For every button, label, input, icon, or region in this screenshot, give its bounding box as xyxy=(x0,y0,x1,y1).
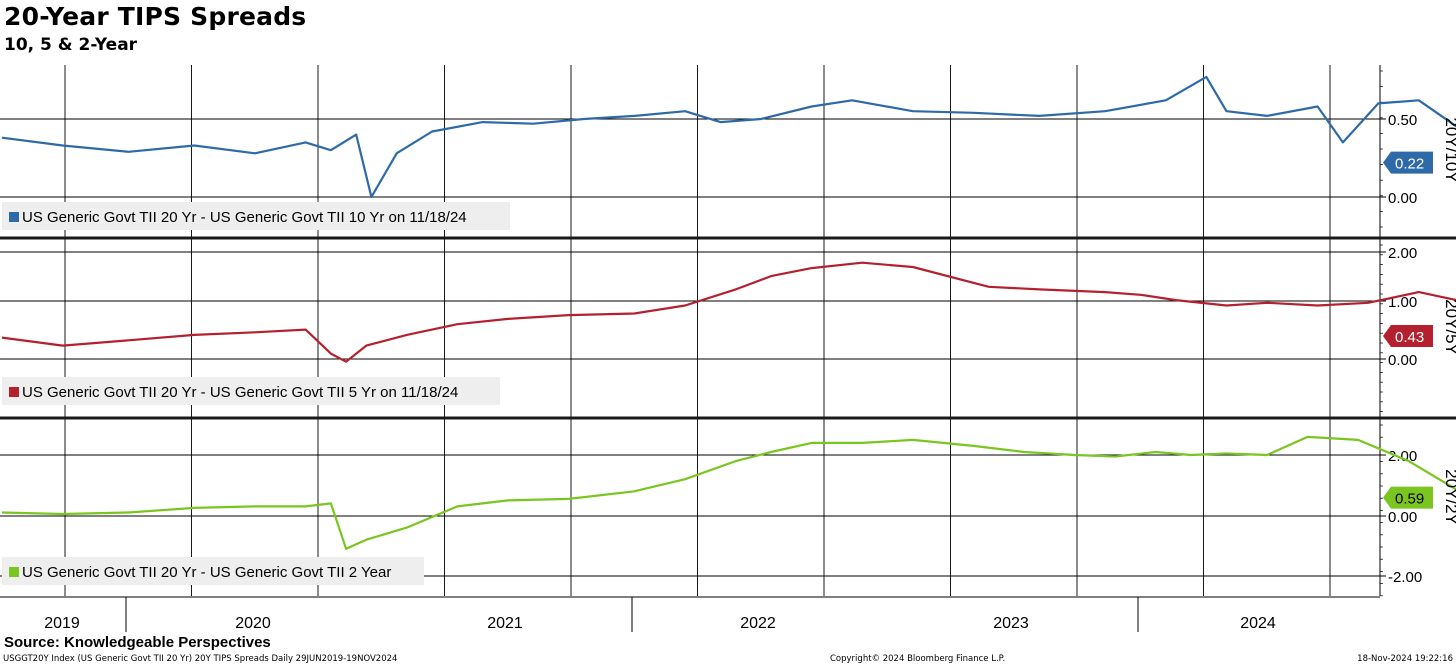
chart-title: 20-Year TIPS Spreads xyxy=(4,2,307,31)
last-value-flag xyxy=(1383,324,1433,347)
y-tick-label: 1.00 xyxy=(1388,294,1417,311)
x-tick-label: 2023 xyxy=(993,615,1029,632)
footer-copyright: Copyright© 2024 Bloomberg Finance L.P. xyxy=(830,654,1006,664)
x-tick-label: 2021 xyxy=(487,615,523,632)
footer-timestamp: 18-Nov-2024 19:22:16 xyxy=(1357,654,1453,664)
source-note: Source: Knowledgeable Perspectives xyxy=(4,634,271,651)
legend-swatch xyxy=(9,212,19,222)
panel-side-label: 20Y/2Y xyxy=(1442,469,1456,525)
legend-box xyxy=(2,202,510,230)
panel-separator xyxy=(0,236,1456,240)
y-tick-label: 0.00 xyxy=(1388,352,1417,369)
legend-swatch xyxy=(9,567,19,577)
legend-label: US Generic Govt TII 20 Yr - US Generic G… xyxy=(22,209,467,226)
last-value-label: 0.59 xyxy=(1395,491,1424,508)
y-tick-label: 0.00 xyxy=(1388,190,1417,207)
legend-box xyxy=(2,377,500,405)
legend-box xyxy=(2,557,424,585)
legend-label: US Generic Govt TII 20 Yr - US Generic G… xyxy=(22,384,458,401)
y-tick-label: 0.00 xyxy=(1388,509,1417,526)
x-tick-label: 2024 xyxy=(1240,615,1276,632)
x-tick-label: 2020 xyxy=(235,615,271,632)
last-value-flag xyxy=(1383,151,1433,174)
chart-subtitle: 10, 5 & 2-Year xyxy=(4,35,138,55)
x-tick-label: 2019 xyxy=(44,615,80,632)
series-line-20y-10y xyxy=(1,75,1456,199)
y-tick-label: 2.00 xyxy=(1388,245,1417,262)
panel-2: 2.00 1.00 0.00 US Generic Govt TII 20 Yr - … xyxy=(0,239,1456,417)
panel-side-label: 20Y/5Y xyxy=(1442,299,1456,355)
panel-side-label: 20Y/10Y xyxy=(1442,117,1456,182)
legend-swatch xyxy=(9,387,19,397)
legend-label: US Generic Govt TII 20 Yr - US Generic G… xyxy=(22,564,391,581)
x-tick-label: 2022 xyxy=(740,615,776,632)
panel-1: 0.50 0.00 US Generic Govt TII 20 Yr - US G… xyxy=(0,65,1456,237)
series-line-20y-5y xyxy=(1,261,1456,363)
last-value-label: 0.22 xyxy=(1395,156,1424,173)
panel-separator xyxy=(0,416,1456,420)
y-tick-label: -2.00 xyxy=(1388,569,1422,586)
last-value-flag xyxy=(1383,486,1433,509)
series-line-20y-2y xyxy=(1,435,1456,550)
last-value-label: 0.43 xyxy=(1395,329,1424,346)
y-tick-label: 0.50 xyxy=(1388,112,1417,129)
footer-index-info: USGGT20Y Index (US Generic Govt TII 20 Y… xyxy=(3,654,398,664)
